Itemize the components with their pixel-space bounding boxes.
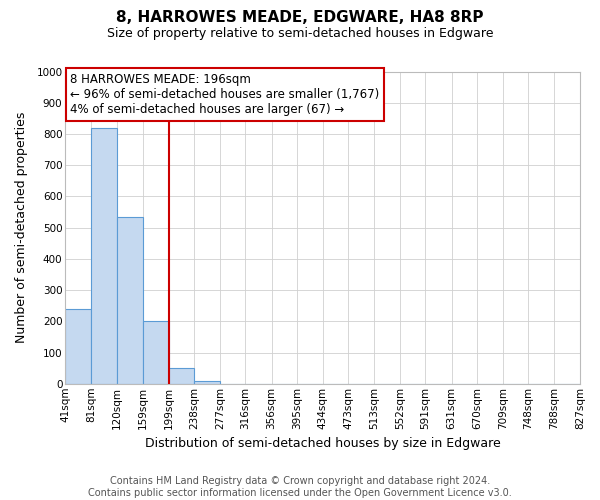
Bar [91,128,117,384]
Bar [194,380,220,384]
Y-axis label: Number of semi-detached properties: Number of semi-detached properties [15,112,28,344]
X-axis label: Distribution of semi-detached houses by size in Edgware: Distribution of semi-detached houses by … [145,437,500,450]
Bar [117,216,143,384]
Bar [65,309,91,384]
Text: 8, HARROWES MEADE, EDGWARE, HA8 8RP: 8, HARROWES MEADE, EDGWARE, HA8 8RP [116,10,484,25]
Text: Size of property relative to semi-detached houses in Edgware: Size of property relative to semi-detach… [107,28,493,40]
Bar [169,368,194,384]
Text: Contains HM Land Registry data © Crown copyright and database right 2024.
Contai: Contains HM Land Registry data © Crown c… [88,476,512,498]
Text: 8 HARROWES MEADE: 196sqm
← 96% of semi-detached houses are smaller (1,767)
4% of: 8 HARROWES MEADE: 196sqm ← 96% of semi-d… [70,73,380,116]
Bar [143,322,169,384]
